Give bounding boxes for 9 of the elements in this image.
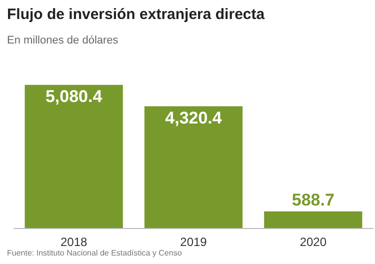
x-tick-label: 2020 xyxy=(300,235,327,249)
x-tick-label: 2018 xyxy=(60,235,88,249)
chart-subtitle: En millones de dólares xyxy=(7,34,119,46)
data-label: 5,080.4 xyxy=(45,86,103,106)
x-tick-label: 2019 xyxy=(180,235,208,249)
data-label: 4,320.4 xyxy=(165,108,222,128)
data-label: 588.7 xyxy=(292,190,334,210)
chart-title: Flujo de inversión extranjera directa xyxy=(7,6,266,23)
source-note: Fuente: Instituto Nacional de Estadística y Censo xyxy=(7,248,182,258)
